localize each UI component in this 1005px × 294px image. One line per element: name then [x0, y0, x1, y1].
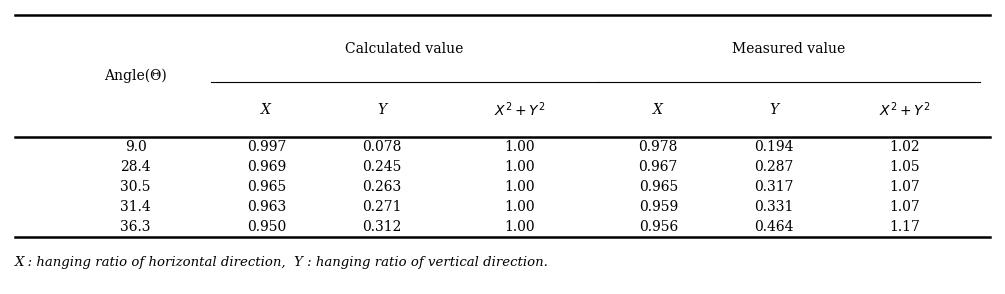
- Text: Calculated value: Calculated value: [346, 41, 463, 56]
- Text: Angle(Θ): Angle(Θ): [105, 69, 167, 83]
- Text: 30.5: 30.5: [121, 180, 151, 194]
- Text: 36.3: 36.3: [121, 220, 151, 234]
- Text: $X^2 + Y^2$: $X^2 + Y^2$: [494, 100, 546, 119]
- Text: 0.331: 0.331: [754, 200, 794, 214]
- Text: 0.950: 0.950: [246, 220, 286, 234]
- Text: 0.997: 0.997: [246, 140, 286, 154]
- Text: 1.05: 1.05: [889, 160, 920, 174]
- Text: 0.271: 0.271: [362, 200, 402, 214]
- Text: 0.978: 0.978: [638, 140, 678, 154]
- Text: Y: Y: [377, 103, 387, 116]
- Text: 31.4: 31.4: [121, 200, 151, 214]
- Text: 0.245: 0.245: [362, 160, 402, 174]
- Text: 28.4: 28.4: [121, 160, 151, 174]
- Text: 0.956: 0.956: [638, 220, 678, 234]
- Text: 0.464: 0.464: [754, 220, 794, 234]
- Text: $X^2 + Y^2$: $X^2 + Y^2$: [878, 100, 931, 119]
- Text: 1.02: 1.02: [889, 140, 920, 154]
- Text: 1.00: 1.00: [505, 160, 536, 174]
- Text: 9.0: 9.0: [125, 140, 147, 154]
- Text: 0.312: 0.312: [362, 220, 402, 234]
- Text: 0.967: 0.967: [638, 160, 678, 174]
- Text: 0.194: 0.194: [754, 140, 794, 154]
- Text: 0.078: 0.078: [362, 140, 402, 154]
- Text: 1.17: 1.17: [889, 220, 920, 234]
- Text: X : hanging ratio of horizontal direction,  Y : hanging ratio of vertical direct: X : hanging ratio of horizontal directio…: [15, 256, 549, 269]
- Text: 1.07: 1.07: [889, 200, 920, 214]
- Text: 0.317: 0.317: [754, 180, 794, 194]
- Text: X: X: [653, 103, 663, 116]
- Text: 0.963: 0.963: [246, 200, 286, 214]
- Text: 1.00: 1.00: [505, 180, 536, 194]
- Text: 1.00: 1.00: [505, 220, 536, 234]
- Text: 0.287: 0.287: [754, 160, 794, 174]
- Text: Measured value: Measured value: [733, 41, 845, 56]
- Text: 0.263: 0.263: [362, 180, 402, 194]
- Text: 1.00: 1.00: [505, 140, 536, 154]
- Text: 1.00: 1.00: [505, 200, 536, 214]
- Text: 1.07: 1.07: [889, 180, 920, 194]
- Text: 0.965: 0.965: [638, 180, 678, 194]
- Text: 0.959: 0.959: [638, 200, 678, 214]
- Text: Y: Y: [769, 103, 779, 116]
- Text: 0.969: 0.969: [246, 160, 286, 174]
- Text: 0.965: 0.965: [246, 180, 286, 194]
- Text: X: X: [261, 103, 271, 116]
